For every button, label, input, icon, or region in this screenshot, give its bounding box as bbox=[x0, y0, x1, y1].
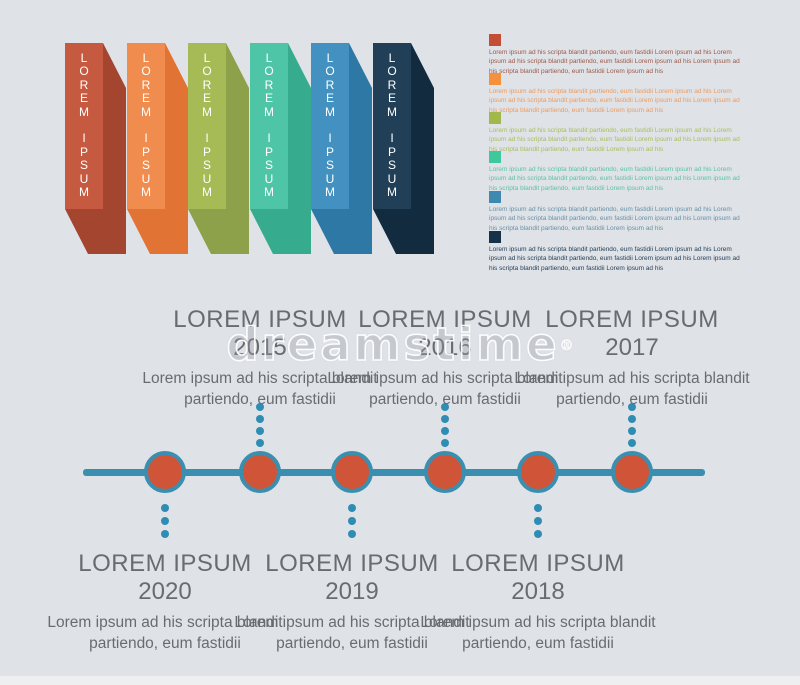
entry-description: Lorem ipsum ad his scripta blandit parti… bbox=[47, 614, 283, 652]
entry-year: 2019 bbox=[325, 578, 379, 605]
banner-shape bbox=[65, 43, 126, 254]
legend-swatch-blue bbox=[489, 191, 501, 203]
banner-orange: L O R E M I P S U M bbox=[127, 43, 188, 254]
legend-text: Lorem ipsum ad his scripta blandit parti… bbox=[489, 49, 740, 75]
banner-shape bbox=[188, 43, 249, 254]
entry-title: LOREM IPSUM bbox=[451, 550, 625, 577]
entry-description: Lorem ipsum ad his scripta blandit parti… bbox=[234, 614, 470, 652]
banner-side bbox=[373, 43, 434, 254]
legend-text: Lorem ipsum ad his scripta blandit parti… bbox=[489, 246, 740, 272]
legend-text: Lorem ipsum ad his scripta blandit parti… bbox=[489, 206, 740, 232]
banner-green: L O R E M I P S U M bbox=[188, 43, 249, 254]
banner-side bbox=[311, 43, 372, 254]
entry-year: 2017 bbox=[605, 334, 659, 361]
timeline-node-2016 bbox=[424, 451, 466, 493]
banner-red: L O R E M I P S U M bbox=[65, 43, 126, 254]
timeline-entry-2019: LOREM IPSUM 2019 Lorem ipsum ad his scri… bbox=[222, 550, 482, 654]
entry-title: LOREM IPSUM bbox=[173, 306, 347, 333]
banner-side bbox=[250, 43, 311, 254]
entry-year: 2015 bbox=[233, 334, 287, 361]
banner-shape bbox=[311, 43, 372, 254]
banner-shape bbox=[373, 43, 434, 254]
timeline-entry-2016: LOREM IPSUM 2016 Lorem ipsum ad his scri… bbox=[315, 306, 575, 410]
legend-swatch-orange bbox=[489, 73, 501, 85]
entry-year: 2016 bbox=[418, 334, 472, 361]
legend-text: Lorem ipsum ad his scripta blandit parti… bbox=[489, 166, 740, 192]
timeline-node-2017 bbox=[611, 451, 653, 493]
timeline-node-2020 bbox=[144, 451, 186, 493]
legend-swatch-navy bbox=[489, 231, 501, 243]
entry-title: LOREM IPSUM bbox=[545, 306, 719, 333]
banner-blue: L O R E M I P S U M bbox=[311, 43, 372, 254]
legend-item: Lorem ipsum ad his scripta blandit parti… bbox=[489, 73, 743, 115]
entry-year: 2018 bbox=[511, 578, 565, 605]
banner-face bbox=[127, 43, 165, 209]
entry-title: LOREM IPSUM bbox=[265, 550, 439, 577]
banner-label: L O R E M I P S U M bbox=[141, 51, 151, 200]
banner-face bbox=[250, 43, 288, 209]
banner-label: L O R E M I P S U M bbox=[264, 51, 274, 200]
legend-text: Lorem ipsum ad his scripta blandit parti… bbox=[489, 127, 740, 153]
banner-face bbox=[188, 43, 226, 209]
entry-year: 2020 bbox=[138, 578, 192, 605]
entry-description: Lorem ipsum ad his scripta blandit parti… bbox=[142, 370, 378, 408]
entry-description: Lorem ipsum ad his scripta blandit parti… bbox=[420, 614, 656, 652]
banner-teal: L O R E M I P S U M bbox=[250, 43, 311, 254]
banner-side bbox=[188, 43, 249, 254]
banner-label: L O R E M I P S U M bbox=[325, 51, 335, 200]
legend-item: Lorem ipsum ad his scripta blandit parti… bbox=[489, 34, 743, 76]
entry-title: LOREM IPSUM bbox=[358, 306, 532, 333]
legend-swatch-green bbox=[489, 112, 501, 124]
timeline-node-2015 bbox=[239, 451, 281, 493]
banner-navy: L O R E M I P S U M bbox=[373, 43, 434, 254]
timeline-entry-2020: LOREM IPSUM 2020 Lorem ipsum ad his scri… bbox=[35, 550, 295, 654]
banner-side bbox=[127, 43, 188, 254]
timeline-entry-2018: LOREM IPSUM 2018 Lorem ipsum ad his scri… bbox=[408, 550, 668, 654]
banner-label: L O R E M I P S U M bbox=[387, 51, 397, 200]
bottom-edge-strip bbox=[0, 676, 800, 685]
legend-swatch-red bbox=[489, 34, 501, 46]
banner-label: L O R E M I P S U M bbox=[202, 51, 212, 200]
banner-face bbox=[65, 43, 103, 209]
legend-item: Lorem ipsum ad his scripta blandit parti… bbox=[489, 231, 743, 273]
timeline-node-2018 bbox=[517, 451, 559, 493]
legend-item: Lorem ipsum ad his scripta blandit parti… bbox=[489, 151, 743, 193]
timeline-node-2019 bbox=[331, 451, 373, 493]
legend-text: Lorem ipsum ad his scripta blandit parti… bbox=[489, 88, 740, 114]
entry-description: Lorem ipsum ad his scripta blandit parti… bbox=[514, 370, 750, 408]
entry-description: Lorem ipsum ad his scripta blandit parti… bbox=[327, 370, 563, 408]
banner-face bbox=[311, 43, 349, 209]
timeline-entry-2017: LOREM IPSUM 2017 Lorem ipsum ad his scri… bbox=[502, 306, 762, 410]
legend-item: Lorem ipsum ad his scripta blandit parti… bbox=[489, 112, 743, 154]
legend-item: Lorem ipsum ad his scripta blandit parti… bbox=[489, 191, 743, 233]
banner-shape bbox=[250, 43, 311, 254]
banner-side bbox=[65, 43, 126, 254]
entry-title: LOREM IPSUM bbox=[78, 550, 252, 577]
legend-swatch-teal bbox=[489, 151, 501, 163]
timeline-entry-2015: LOREM IPSUM 2015 Lorem ipsum ad his scri… bbox=[130, 306, 390, 410]
banner-label: L O R E M I P S U M bbox=[79, 51, 89, 200]
banner-face bbox=[373, 43, 411, 209]
banner-shape bbox=[127, 43, 188, 254]
timeline-line bbox=[83, 469, 705, 476]
